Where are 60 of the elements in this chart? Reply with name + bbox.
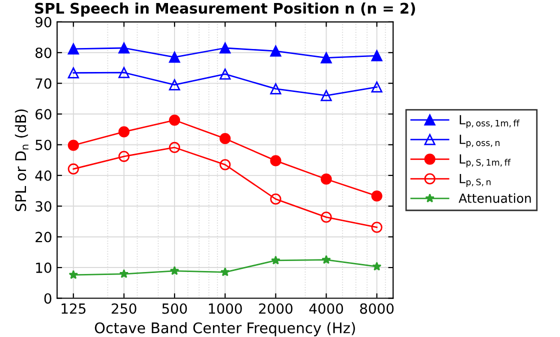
point [270,155,282,166]
point [118,126,130,138]
x-tick-label: 250 [112,303,136,314]
point [270,83,282,94]
y-tick-label: 40 [35,170,52,181]
y-tick-label: 20 [36,232,52,242]
point [270,46,282,57]
y-axis-title: SPL or D$_{n}$ (dB) [14,109,28,212]
x-axis-title: Octave Band Center Frequency (Hz) [94,322,355,336]
x-tick-label: 500 [162,303,187,314]
point [168,114,180,126]
point [371,81,382,93]
y-tick-label: 30 [36,201,52,212]
x-tick-label: 8000 [360,303,394,314]
x-tick-label: 125 [62,303,86,314]
point [320,90,332,102]
point [220,133,231,144]
legend-label: L$_{p,oss,1m,ff}$ [460,115,520,128]
point [220,42,231,54]
point [320,212,332,223]
point [68,43,79,54]
point [168,142,180,154]
y-tick-label: 90 [35,16,52,28]
point [68,163,79,175]
legend-label: L$_{p,S,1m,ff}$ [460,154,511,168]
y-tick-label: 10 [36,262,52,274]
y-tick-label: 60 [36,108,52,120]
point [68,140,79,151]
legend-label: L$_{p,oss,n}$ [460,134,500,148]
point [320,174,332,185]
point [220,267,230,276]
point [118,42,130,54]
point [320,52,332,64]
x-tick-label: 2000 [259,303,292,314]
point [322,255,331,264]
point [220,159,231,170]
point [170,266,180,275]
point [371,50,382,62]
point [168,79,180,90]
point [118,150,130,162]
x-tick-label: 4000 [309,303,344,314]
y-tick-label: 0 [44,293,52,304]
point [220,68,231,80]
point [168,52,180,63]
legend-label: L$_{p,S,n}$ [460,174,491,188]
legend-label: Attenuation [458,193,531,203]
point [271,256,280,265]
point [371,222,382,233]
x-tick-label: 1000 [208,303,242,314]
y-tick-label: 80 [36,48,52,58]
chart-title: SPL Speech in Measurement Position n (n = 2) [35,2,416,17]
point [371,190,382,202]
point [118,67,130,78]
point [119,269,129,278]
point [68,270,78,279]
y-tick-label: 70 [36,78,52,89]
point [372,262,382,271]
point [68,67,79,78]
point [270,194,282,205]
y-tick-label: 50 [36,140,52,150]
